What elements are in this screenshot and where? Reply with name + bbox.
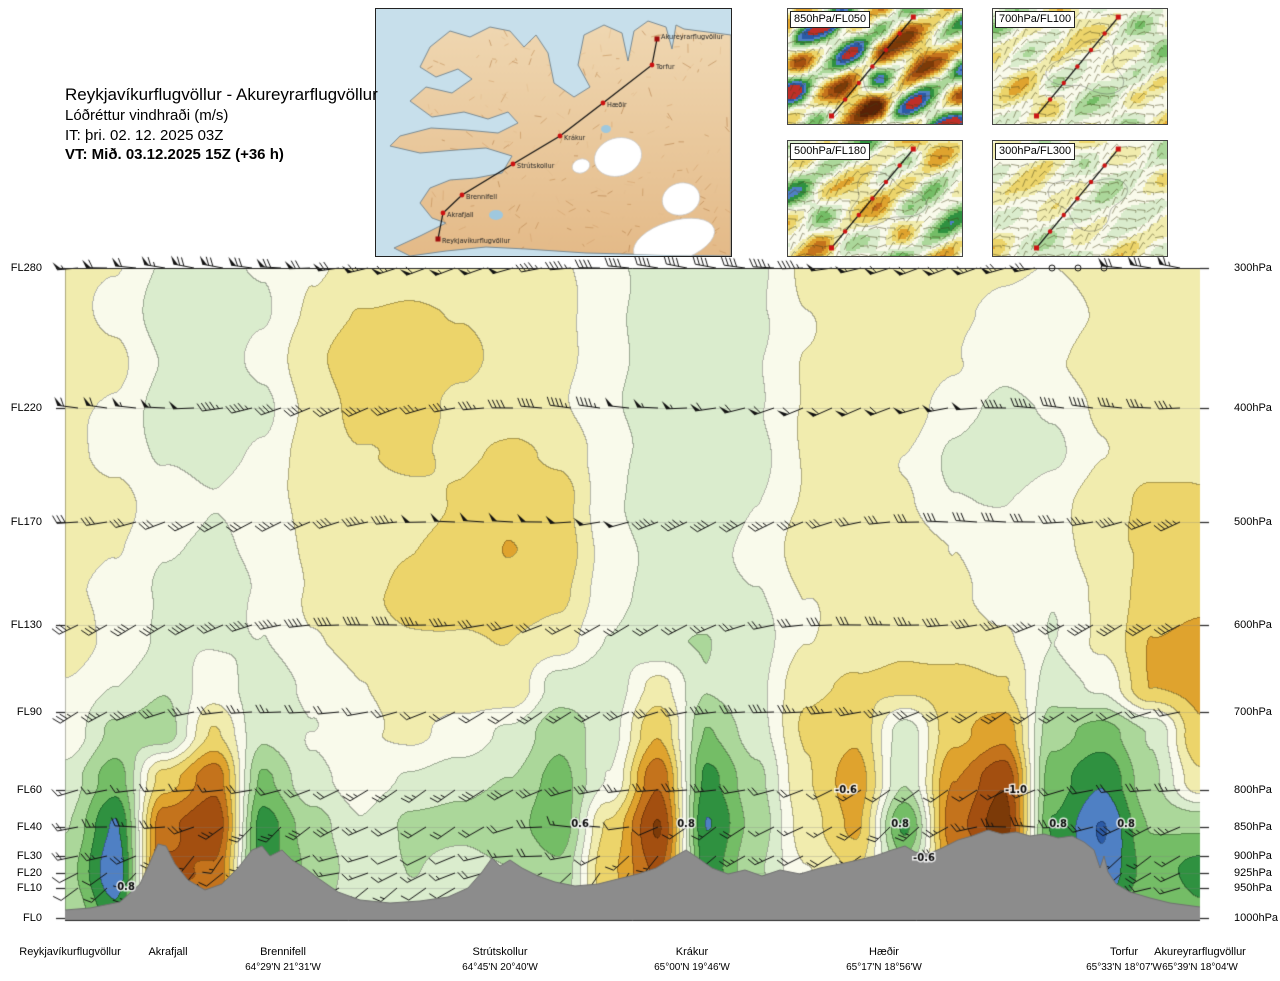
station-label: Torfur xyxy=(1109,946,1139,958)
station-label: Strútskollur xyxy=(472,946,528,958)
flight-level-label: FL220 xyxy=(10,402,42,414)
flight-level-label: FL30 xyxy=(16,850,42,862)
station-label: Krákur xyxy=(675,946,709,958)
station-coords: 64°29'N 21°31'W xyxy=(245,962,321,973)
station-label: Akureyrarflugvöllur xyxy=(1154,946,1246,958)
flight-level-label: FL60 xyxy=(16,784,42,796)
pressure-level-label: 1000hPa xyxy=(1234,912,1279,924)
station-coords: 65°33'N 18°07'W xyxy=(1086,962,1162,973)
station-coords: 65°39'N 18°04'W xyxy=(1162,962,1238,973)
forecast-header: Reykjavíkurflugvöllur - Akureyrarflugvöl… xyxy=(65,84,378,165)
route-map-panel xyxy=(375,8,732,257)
minimap-300hpa-fl300: 300hPa/FL300 xyxy=(992,140,1168,257)
station-label: Reykjavíkurflugvöllur xyxy=(19,946,121,958)
station-label: Akrafjall xyxy=(148,946,188,958)
minimap-500hpa-fl180: 500hPa/FL180 xyxy=(787,140,963,257)
pressure-level-label: 925hPa xyxy=(1234,867,1272,879)
pressure-level-label: 900hPa xyxy=(1234,850,1272,862)
minimap-label: 700hPa/FL100 xyxy=(995,11,1076,29)
flight-level-label: FL130 xyxy=(10,619,42,631)
pressure-level-label: 400hPa xyxy=(1234,402,1272,414)
pressure-level-label: 300hPa xyxy=(1234,262,1272,274)
minimap-label: 300hPa/FL300 xyxy=(995,143,1076,161)
flight-level-label: FL40 xyxy=(16,821,42,833)
valid-time: VT: Mið. 03.12.2025 15Z (+36 h) xyxy=(65,146,284,164)
page-title: Reykjavíkurflugvöllur - Akureyrarflugvöl… xyxy=(65,85,378,104)
pressure-level-label: 500hPa xyxy=(1234,516,1272,528)
station-label: Brennifell xyxy=(260,946,306,958)
minimap-700hpa-fl100: 700hPa/FL100 xyxy=(992,8,1168,125)
flight-level-label: FL20 xyxy=(16,867,42,879)
station-coords: 65°17'N 18°56'W xyxy=(846,962,922,973)
flight-level-label: FL170 xyxy=(10,516,42,528)
variable-subtitle: Lóðréttur vindhraði (m/s) xyxy=(65,107,229,125)
station-label: Hæðir xyxy=(869,946,899,958)
minimap-label: 850hPa/FL050 xyxy=(790,11,871,29)
pressure-level-label: 800hPa xyxy=(1234,784,1272,796)
flight-level-label: FL0 xyxy=(23,912,42,924)
pressure-level-label: 950hPa xyxy=(1234,882,1272,894)
station-coords: 64°45'N 20°40'W xyxy=(462,962,538,973)
minimap-label: 500hPa/FL180 xyxy=(790,143,871,161)
pressure-level-label: 850hPa xyxy=(1234,821,1272,833)
pressure-level-label: 700hPa xyxy=(1234,706,1272,718)
flight-level-label: FL90 xyxy=(16,706,42,718)
minimap-850hpa-fl050: 850hPa/FL050 xyxy=(787,8,963,125)
flight-level-label: FL10 xyxy=(16,882,42,894)
route-map-canvas xyxy=(376,9,731,256)
station-coords: 65°00'N 19°46'W xyxy=(654,962,730,973)
flight-level-label: FL280 xyxy=(10,262,42,274)
init-time: IT: þri. 02. 12. 2025 03Z xyxy=(65,126,224,144)
pressure-level-label: 600hPa xyxy=(1234,619,1272,631)
